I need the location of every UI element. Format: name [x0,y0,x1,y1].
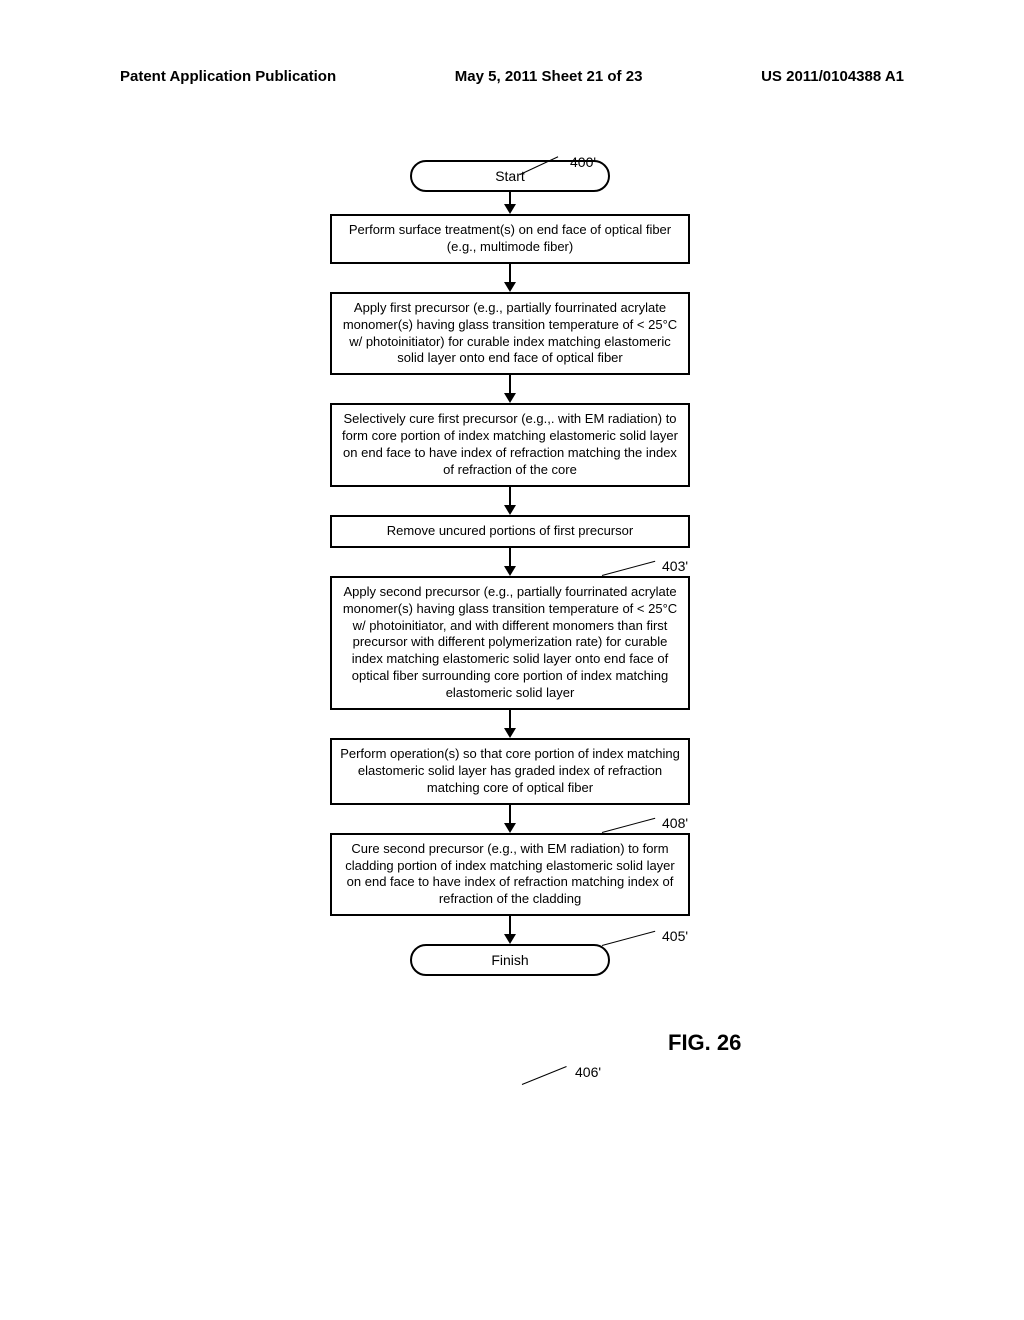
leader-405 [602,931,655,946]
header-left: Patent Application Publication [120,68,336,85]
box-402: Selectively cure first precursor (e.g.,.… [330,403,690,487]
label-403: 403' [662,558,688,574]
label-400: 400' [570,154,596,170]
leader-406 [522,1066,567,1085]
box-404: Apply second precursor (e.g., partially … [330,576,690,710]
leader-403 [602,561,655,576]
box-403: Remove uncured portions of first precurs… [330,515,690,548]
label-408: 408' [662,815,688,831]
label-406: 406' [575,1064,601,1080]
box-405: Cure second precursor (e.g., with EM rad… [330,833,690,917]
box-408: Perform operation(s) so that core portio… [330,738,690,805]
leader-408 [602,818,655,833]
box-407: Perform surface treatment(s) on end face… [330,214,690,264]
box-401: Apply first precursor (e.g., partially f… [330,292,690,376]
figure-label: FIG. 26 [668,1030,741,1056]
header-center: May 5, 2011 Sheet 21 of 23 [455,68,643,85]
terminal-finish: Finish [410,944,610,976]
flowchart: 400' Start 407' Perform surface treatmen… [240,160,780,976]
header-right: US 2011/0104388 A1 [761,68,904,85]
label-405: 405' [662,928,688,944]
